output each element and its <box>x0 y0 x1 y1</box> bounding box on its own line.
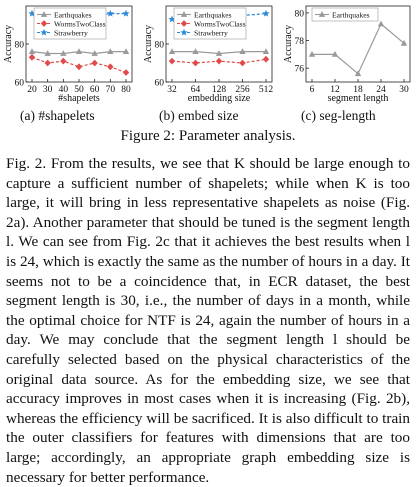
legend-entry: Strawberry <box>194 29 228 38</box>
data-point <box>28 48 36 54</box>
data-point <box>262 55 270 63</box>
x-axis-label: segment length <box>328 93 389 104</box>
x-tick-label: 128 <box>212 85 227 95</box>
y-axis-label: Accuracy <box>3 25 14 63</box>
figure-caption: Figure 2: Parameter analysis. <box>120 128 296 144</box>
y-axis-label: Accuracy <box>283 25 294 63</box>
y-tick-label: 78 <box>295 37 305 47</box>
x-tick-label: 80 <box>121 85 131 95</box>
y-tick-label: 80 <box>295 9 305 19</box>
legend-marker <box>318 11 326 17</box>
data-point <box>239 48 246 54</box>
x-tick-label: 30 <box>43 85 53 95</box>
y-tick-label: 60 <box>15 79 25 89</box>
x-tick-label: 50 <box>74 85 84 95</box>
x-tick-label: 60 <box>90 85 100 95</box>
series-earthquakes <box>308 20 408 77</box>
data-point <box>107 63 114 71</box>
x-tick-label: 512 <box>259 85 274 95</box>
data-point <box>106 9 114 17</box>
x-tick-label: 18 <box>353 85 363 95</box>
data-point <box>308 50 316 57</box>
chart-embed-size: 60 80 32 64 128 256 512 embedding size Accuracy E… <box>143 5 274 104</box>
data-point <box>377 20 385 27</box>
data-point <box>28 53 36 61</box>
legend-marker <box>180 11 188 17</box>
data-point <box>28 9 36 17</box>
legend-entry: WormsTwoClass <box>194 20 246 29</box>
legend-entry: Earthquakes <box>332 11 370 20</box>
x-tick-label: 64 <box>191 85 201 95</box>
data-point <box>354 70 362 77</box>
x-tick-label: 20 <box>27 85 37 95</box>
y-tick-label: 80 <box>155 41 165 51</box>
x-tick-label: 12 <box>330 85 340 95</box>
data-point <box>44 59 51 67</box>
data-point <box>60 57 67 65</box>
data-point <box>60 50 67 56</box>
data-point <box>91 59 98 67</box>
legend-marker <box>180 28 188 36</box>
data-point <box>91 50 98 56</box>
legend-marker <box>40 20 48 27</box>
data-point <box>44 50 51 56</box>
data-point <box>262 9 270 17</box>
data-point <box>75 48 83 54</box>
data-point <box>107 48 114 54</box>
series-earthquakes <box>28 48 130 56</box>
x-axis-label: embedding size <box>188 93 251 104</box>
panel-caption-a: (a) #shapelets <box>20 108 95 123</box>
data-point <box>122 69 130 76</box>
data-point <box>75 63 83 71</box>
data-point <box>168 15 176 23</box>
panel-caption-c: (c) seg-length <box>301 108 376 123</box>
x-tick-label: 40 <box>59 85 69 95</box>
data-point <box>168 48 176 54</box>
y-tick-label: 76 <box>295 65 305 75</box>
legend-box <box>311 7 379 22</box>
x-tick-label: 6 <box>310 85 315 95</box>
chart-panel-seg-length: 76 78 80 6 12 18 24 30 segment length Accuracy Ear… <box>280 0 416 112</box>
figure-2: 60 80 20 30 40 50 60 70 80 #shapelets Accuracy Eart… <box>0 0 416 150</box>
x-tick-label: 70 <box>106 85 116 95</box>
data-point <box>400 39 408 46</box>
data-point <box>122 9 130 17</box>
series-earthquakes <box>168 48 270 56</box>
data-point <box>331 50 339 57</box>
data-point <box>192 48 199 54</box>
x-tick-label: 256 <box>235 85 250 95</box>
data-point <box>215 50 223 56</box>
legend-entry: Strawberry <box>54 29 88 38</box>
legend-entry: Earthquakes <box>194 11 232 20</box>
y-axis-label: Accuracy <box>143 25 154 63</box>
x-axis-label: #shapelets <box>58 93 100 104</box>
legend-marker <box>40 28 48 36</box>
series-wormstwoclass <box>28 53 130 76</box>
x-tick-label: 24 <box>376 85 386 95</box>
chart-seg-length: 76 78 80 6 12 18 24 30 segment length Accuracy Ear… <box>283 5 411 104</box>
data-point <box>262 48 270 54</box>
x-tick-label: 32 <box>167 85 177 95</box>
legend-entry: WormsTwoClass <box>54 20 106 29</box>
x-tick-label: 30 <box>399 85 409 95</box>
chart-panel-shapelets: 60 80 20 30 40 50 60 70 80 #shapelets Accuracy Eart… <box>0 0 140 112</box>
body-paragraph: Fig. 2. From the results, we see that K … <box>6 155 410 486</box>
legend: Earthquakes <box>311 7 379 22</box>
chart-shapelets: 60 80 20 30 40 50 60 70 80 #shapelets Accuracy Eart… <box>3 5 133 104</box>
legend-marker <box>40 11 48 17</box>
y-tick-label: 80 <box>15 41 25 51</box>
chart-panel-embed-size: 60 80 32 64 128 256 512 embedding size Accuracy E… <box>140 0 280 112</box>
legend-entry: Earthquakes <box>54 11 92 20</box>
data-point <box>122 48 130 54</box>
panel-caption-b: (b) embed size <box>159 108 239 123</box>
y-tick-label: 60 <box>155 79 165 89</box>
